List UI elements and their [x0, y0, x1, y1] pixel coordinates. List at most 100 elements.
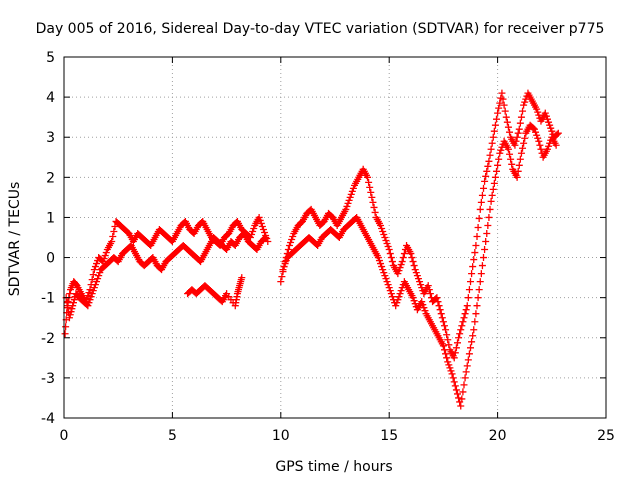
data-point [483, 229, 491, 237]
data-point-interp [212, 236, 220, 244]
data-point-interp [100, 255, 108, 263]
data-point-interp [458, 395, 466, 403]
data-point-interp [294, 244, 302, 252]
data-point-interp [442, 350, 450, 358]
data-point-interp [89, 271, 97, 279]
data-point [368, 193, 376, 201]
data-point [69, 302, 77, 310]
data-point-interp [341, 207, 349, 215]
y-tick-label: -4 [41, 411, 55, 427]
data-point-interp [467, 344, 474, 352]
data-point-interp [307, 236, 315, 244]
data-point-interp [507, 155, 515, 163]
data-point-interp [388, 293, 396, 301]
data-point-interp [386, 250, 394, 258]
data-point-interp [289, 232, 297, 240]
data-point [93, 278, 101, 286]
data-point-interp [551, 139, 559, 147]
x-tick-label: 15 [380, 428, 398, 444]
data-point-interp [250, 224, 258, 232]
data-point-interp [281, 260, 289, 268]
data-point-interp [445, 341, 453, 349]
data-point-interp [395, 293, 403, 301]
data-point-interp [261, 235, 269, 243]
data-point-interp [114, 219, 122, 227]
y-tick-label: 4 [46, 90, 55, 106]
data-point-interp [66, 290, 74, 298]
data-point [381, 234, 389, 241]
axis-ticks: 0 5 10 15 20 25 -4 -3 -2 -1 0 1 2 3 4 5 [41, 50, 615, 444]
data-point-interp [471, 318, 479, 326]
data-point-interp [207, 288, 215, 296]
data-point-interp [282, 257, 290, 265]
data-point-interp [483, 167, 491, 175]
data-point-interp [519, 144, 527, 152]
data-point [520, 101, 528, 109]
data-point-interp [142, 260, 150, 268]
data-point-interp [91, 281, 99, 289]
data-point-interp [516, 155, 524, 163]
data-point-interp [461, 310, 469, 318]
data-point-interp [109, 232, 117, 240]
data-point-interp [67, 308, 75, 316]
data-point-interp [280, 263, 288, 271]
data-point-interp [514, 129, 522, 137]
data-point-interp [373, 252, 381, 260]
data-point-interp [384, 281, 392, 289]
data-point [88, 290, 96, 298]
data-point-interp [349, 184, 357, 192]
data-point-interp [82, 300, 90, 308]
data-point-interp [66, 311, 74, 319]
data-point-interp [261, 228, 269, 236]
data-point-interp [258, 222, 266, 230]
data-point-interp [460, 381, 468, 389]
data-point [398, 258, 406, 266]
data-point-interp [499, 95, 507, 103]
data-point-interp [380, 269, 388, 277]
data-point [478, 262, 486, 270]
data-point-interp [503, 143, 511, 151]
data-point [546, 121, 554, 129]
data-point-interp [497, 146, 505, 154]
data-point-interp [204, 244, 212, 252]
data-point-interp [212, 292, 220, 300]
data-point-interp [484, 162, 492, 170]
data-point-interp [477, 198, 485, 206]
data-point-interp [488, 139, 496, 147]
data-point-interp [367, 188, 375, 196]
data-point-interp [346, 219, 354, 227]
data-point-interp [378, 263, 386, 271]
data-point-interp [186, 248, 194, 256]
data-point-interp [172, 231, 180, 239]
y-axis-label: SDTVAR / TECUs [7, 182, 23, 297]
data-point-interp [410, 297, 418, 305]
x-tick-label: 0 [60, 428, 69, 444]
data-point [485, 157, 493, 165]
data-point-interp [504, 123, 512, 131]
data-point-interp [110, 227, 118, 235]
data-point-interp [256, 216, 264, 224]
data-point-interp [533, 131, 541, 139]
data-point-interp [284, 246, 292, 254]
data-point [379, 266, 387, 274]
data-point [457, 402, 465, 410]
data-point-interp [235, 284, 243, 292]
data-point-interp [436, 306, 444, 314]
data-point [264, 238, 272, 246]
y-tick-label: -1 [41, 291, 55, 307]
data-point-interp [545, 142, 553, 150]
data-point-interp [101, 252, 109, 260]
data-point-interp [473, 302, 481, 310]
data-point-interp [409, 258, 417, 266]
data-point-interp [464, 294, 472, 302]
data-point-interp [290, 248, 298, 256]
data-point [385, 246, 393, 254]
data-point-interp [249, 227, 257, 235]
data-point-interp [397, 287, 405, 295]
data-point-interp [386, 287, 394, 295]
data-point-interp [462, 306, 470, 314]
data-point-interp [202, 223, 210, 231]
data-point-interp [446, 364, 454, 372]
data-point-interp [468, 338, 476, 346]
y-tick-label: 2 [46, 170, 55, 186]
